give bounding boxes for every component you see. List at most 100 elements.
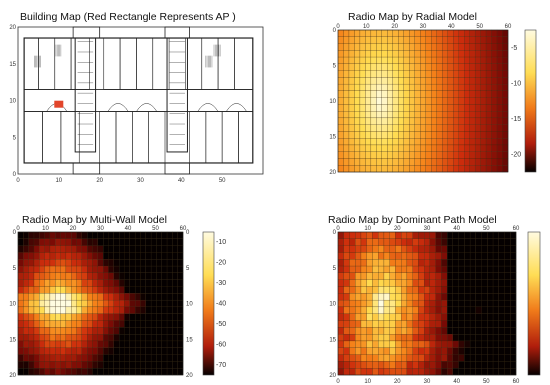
radial-cell [436, 151, 443, 159]
radial-cell [392, 117, 399, 125]
multiwall-cell [39, 347, 45, 355]
dominant-cell [458, 368, 465, 376]
multiwall-cell [177, 361, 184, 369]
radial-cell [387, 36, 394, 44]
dominant-cell [429, 259, 436, 267]
radial-cell [392, 97, 399, 105]
radial-cell [442, 83, 448, 92]
multiwall-cell [65, 340, 72, 348]
multiwall-cell [76, 231, 83, 239]
radial-cell [420, 104, 426, 112]
radial-cell [414, 90, 421, 98]
radial-cell [453, 56, 459, 64]
radial-cell [376, 97, 383, 105]
multiwall-cell [119, 334, 125, 342]
dominant-cell [406, 354, 413, 362]
multiwall-cell [71, 320, 77, 328]
multiwall-cell [172, 272, 178, 280]
multiwall-cell [65, 259, 72, 267]
multiwall-cell [97, 354, 104, 362]
multiwall-cell [161, 231, 168, 239]
multiwall-cell [97, 361, 104, 369]
dominant-cell [441, 354, 448, 362]
radial-cell [453, 124, 459, 132]
multiwall-cell [108, 354, 114, 362]
dominant-cell [337, 327, 344, 335]
dominant-cell [395, 279, 402, 287]
dominant-cell [395, 320, 402, 328]
radial-cell [403, 56, 410, 64]
radial-cell [442, 90, 448, 98]
multiwall-cell [108, 245, 114, 253]
dominant-x-tick-label: 50 [483, 379, 490, 385]
dominant-cell [389, 272, 396, 280]
dominant-cell [469, 252, 476, 260]
multiwall-cell [87, 265, 93, 274]
dominant-cell [337, 361, 344, 369]
dominant-cell [510, 245, 517, 253]
multiwall-cell [65, 306, 72, 314]
dominant-cell [435, 279, 442, 287]
multiwall-cell [140, 231, 146, 239]
dominant-cell [446, 231, 454, 239]
multiwall-cell [124, 238, 130, 246]
radial-cell [469, 111, 476, 119]
dominant-cell [343, 231, 350, 239]
dominant-cell [412, 299, 419, 308]
dominant-cell [412, 368, 419, 376]
radial-x-tick-label: 60 [505, 24, 512, 30]
multiwall-cell [92, 238, 99, 246]
multiwall-cell [28, 354, 35, 362]
radial-cell [502, 50, 509, 58]
multiwall-cell [17, 354, 24, 362]
dominant-cell [406, 259, 413, 267]
radial-cell [425, 131, 432, 139]
multiwall-cell [28, 340, 35, 348]
dominant-cell [429, 238, 436, 246]
multiwall-cell [113, 368, 120, 376]
dominant-cell [412, 259, 419, 267]
multiwall-cell [23, 368, 29, 376]
multiwall-cell [71, 259, 77, 267]
radial-cell [392, 63, 399, 71]
dominant-cell [360, 327, 367, 335]
dominant-cell [498, 279, 505, 287]
multiwall-cell [129, 334, 136, 342]
radial-cell [337, 83, 344, 92]
multiwall-cell [166, 354, 173, 362]
multiwall-cell [71, 286, 77, 294]
radial-cell [469, 151, 476, 159]
dominant-cell [383, 238, 390, 246]
multiwall-cell [28, 265, 35, 274]
dominant-cell [469, 238, 476, 246]
multiwall-cell [44, 320, 51, 328]
radial-cell [502, 151, 509, 159]
dominant-cell [464, 286, 471, 294]
floor-plan-door-arc [226, 103, 247, 112]
dominant-cell [343, 361, 350, 369]
dominant-cell [406, 238, 413, 246]
multiwall-cell [92, 320, 99, 328]
dominant-cell [378, 347, 385, 355]
dominant-cell [355, 265, 362, 274]
radial-cell [370, 144, 377, 152]
dominant-cell [395, 265, 402, 274]
multiwall-cell [49, 361, 56, 369]
dominant-cell [498, 334, 505, 342]
dominant-cell [452, 313, 459, 321]
dominant-cell [452, 354, 459, 362]
multiwall-cell [150, 286, 157, 294]
multiwall-cell [60, 272, 67, 280]
dominant-cell [475, 334, 482, 342]
dominant-cell [424, 334, 431, 342]
multiwall-colorbar-tick-label: -70 [216, 362, 226, 369]
dominant-cell [418, 252, 425, 260]
radial-cell [398, 77, 404, 85]
radial-cell [398, 151, 404, 159]
dominant-cell [360, 320, 367, 328]
dominant-cell [360, 252, 367, 260]
dominant-y-tick-label: 10 [329, 302, 336, 308]
dominant-cell [510, 279, 517, 287]
multiwall-cell [81, 259, 88, 267]
radial-cell [474, 97, 481, 105]
